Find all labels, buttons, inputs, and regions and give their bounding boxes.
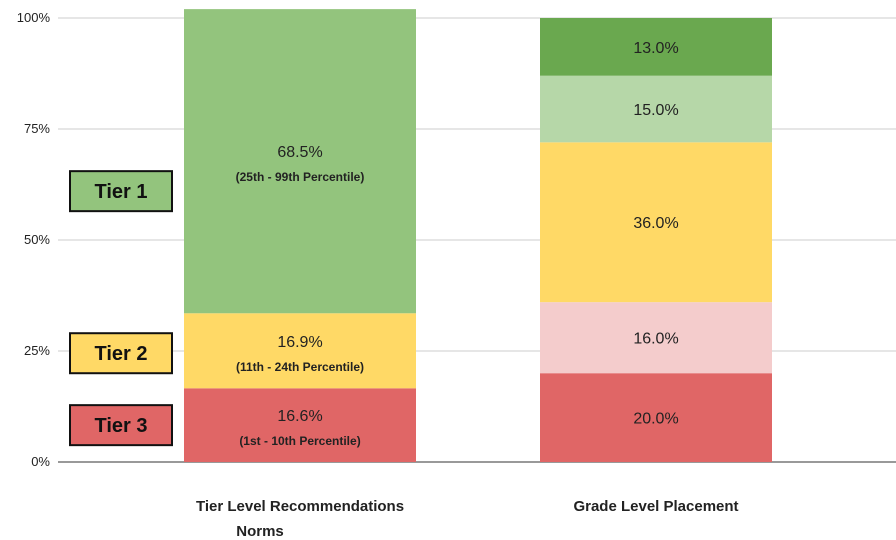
segment-percentile-label: (1st - 10th Percentile) [239,434,360,448]
y-tick-label: 75% [24,121,50,136]
category-label: Tier Level Recommendations [196,498,404,515]
tier-badge-label: Tier 3 [95,415,148,437]
category-label: Norms [236,523,284,540]
segment-value-label: 16.9% [277,334,322,351]
segment-value-label: 68.5% [277,144,322,161]
y-tick-label: 100% [17,10,51,25]
segment-value-label: 13.0% [633,40,678,57]
tier-badge-box [69,170,173,213]
bar-segment [540,373,772,462]
tier-badge: Tier 3 [69,404,173,447]
segment-value-label: 15.0% [633,102,678,119]
tier-badge: Tier 1 [69,170,173,213]
segment-value-label: 16.6% [277,408,322,425]
bar-segment [184,313,416,389]
bar-segment [540,302,772,374]
y-tick-label: 25% [24,343,50,358]
tier-badge: Tier 2 [69,332,173,375]
bar-segment [540,75,772,143]
bar-segment [184,388,416,462]
tier-badge-label: Tier 2 [95,343,148,365]
bar-segment [184,9,416,314]
bar-segment [540,18,772,76]
y-tick-label: 50% [24,232,50,247]
segment-percentile-label: (11th - 24th Percentile) [236,360,364,374]
segment-value-label: 20.0% [633,411,678,428]
segment-value-label: 36.0% [633,215,678,232]
category-label: Grade Level Placement [573,498,738,515]
tier-badge-box [69,332,173,375]
tier-badge-box [69,404,173,447]
bar-segment [540,142,772,303]
y-tick-label: 0% [31,454,50,469]
tier-badge-label: Tier 1 [95,181,148,203]
segment-percentile-label: (25th - 99th Percentile) [236,170,365,184]
segment-value-label: 16.0% [633,331,678,348]
